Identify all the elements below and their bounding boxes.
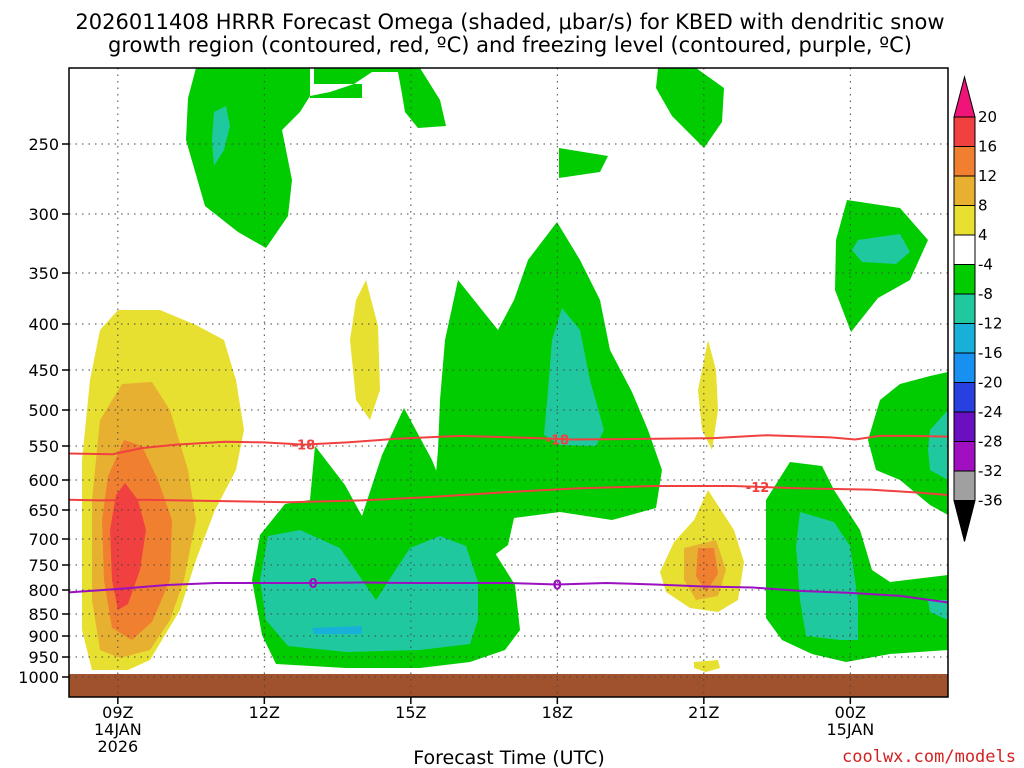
x-tick-label: 15Z [395,703,426,722]
ground-surface [69,674,948,697]
y-axis: 250 300 350 400 450 500 550 600 650 700 750 800 850 9… [18,135,69,687]
omega-region-green [559,148,608,178]
y-tick-label: 750 [28,556,59,575]
colorbar-swatch [953,264,976,295]
x-tick-label: 09Z [102,703,133,722]
colorbar-bottom-arrow [953,500,976,542]
x-tick-label: 12Z [249,703,280,722]
y-tick-label: 950 [28,648,59,667]
x-tick-date-label: 15JAN [826,720,874,739]
colorbar-swatch [953,146,976,177]
x-tick-label: 00Z [835,703,866,722]
colorbar-swatch [953,205,976,236]
y-tick-label: 800 [28,581,59,600]
colorbar-swatch [953,411,976,442]
omega-region-teal [796,512,858,640]
y-tick-label: 1000 [18,668,59,687]
contour-label: 0 [309,577,318,592]
colorbar-swatch [953,470,976,501]
colorbar-swatch [953,234,976,265]
y-tick-label: 450 [28,361,59,380]
omega-region-green [868,372,948,515]
contour-label: -18 [546,434,570,449]
contours: -18 -18 -12 0 0 [68,434,949,604]
colorbar-label: -32 [978,462,1003,480]
omega-region-teal [212,106,230,166]
colorbar: 20 16 12 8 4 -4 -8 -12 -16 -20 -24 -28 -32 -36 [953,75,1003,542]
colorbar-label: -36 [978,492,1003,510]
omega-region-teal [260,530,478,652]
colorbar-label: -28 [978,433,1003,451]
omega-region-lightblue [312,626,362,634]
omega-region-green [432,222,662,560]
omega-shading [69,68,948,697]
omega-region-teal [928,410,948,480]
omega-region-green [656,68,724,148]
y-tick-label: 300 [28,205,59,224]
contour-label: 0 [553,579,562,594]
y-tick-label: 650 [28,501,59,520]
colorbar-swatch [953,116,976,147]
contour-label: -18 [292,439,316,454]
contour-dgz-top [68,434,949,456]
omega-region-teal [852,234,910,264]
x-axis-title: Forecast Time (UTC) [413,747,604,768]
colorbar-label: -12 [978,315,1003,333]
y-tick-label: 550 [28,437,59,456]
x-tick-label: 18Z [542,703,573,722]
y-tick-label: 850 [28,605,59,624]
omega-region-teal [928,600,948,620]
omega-region-yellow [698,340,718,450]
colorbar-swatch [953,382,976,413]
chart-title-line1: 2026011408 HRRR Forecast Omega (shaded, … [75,10,944,34]
colorbar-label: -20 [978,374,1003,392]
colorbar-label: 4 [978,226,988,244]
grid [69,68,948,697]
omega-region-yellow [694,660,720,672]
colorbar-swatch [953,352,976,383]
y-tick-label: 500 [28,401,59,420]
colorbar-label: -4 [978,256,993,274]
omega-region-green [186,68,446,248]
colorbar-label: 8 [978,197,988,215]
plot-frame [68,67,949,698]
colorbar-swatch [953,175,976,206]
y-tick-label: 250 [28,135,59,154]
omega-region-red [110,483,146,610]
contour-label: -12 [746,481,770,496]
omega-region-teal [544,308,604,446]
x-tick-label: 21Z [688,703,719,722]
omega-region-orange [696,548,718,592]
y-tick-label: 700 [28,530,59,549]
colorbar-top-arrow [953,75,976,118]
x-tick-date-label: 14JAN [94,720,142,739]
colorbar-label: -16 [978,344,1003,362]
contour-dgz-bottom [68,485,949,504]
y-tick-label: 400 [28,315,59,334]
y-tick-label: 900 [28,627,59,646]
colorbar-swatch [953,293,976,324]
colorbar-label: -24 [978,403,1003,421]
y-tick-label: 350 [28,264,59,283]
colorbar-label: 16 [978,138,997,156]
credit-link[interactable]: coolwx.com/models [842,747,1016,767]
colorbar-swatch [953,441,976,472]
x-tick-year-label: 2026 [97,737,138,756]
colorbar-label: -8 [978,285,993,303]
contour-freezing-level [68,581,949,604]
colorbar-label: 12 [978,167,997,185]
chart-title-line2: growth region (contoured, red, ºC) and f… [108,33,912,57]
colorbar-label: 20 [978,108,997,126]
colorbar-swatch [953,323,976,354]
omega-region-yellow [350,280,380,420]
omega-region-green [835,200,928,332]
y-tick-label: 600 [28,471,59,490]
